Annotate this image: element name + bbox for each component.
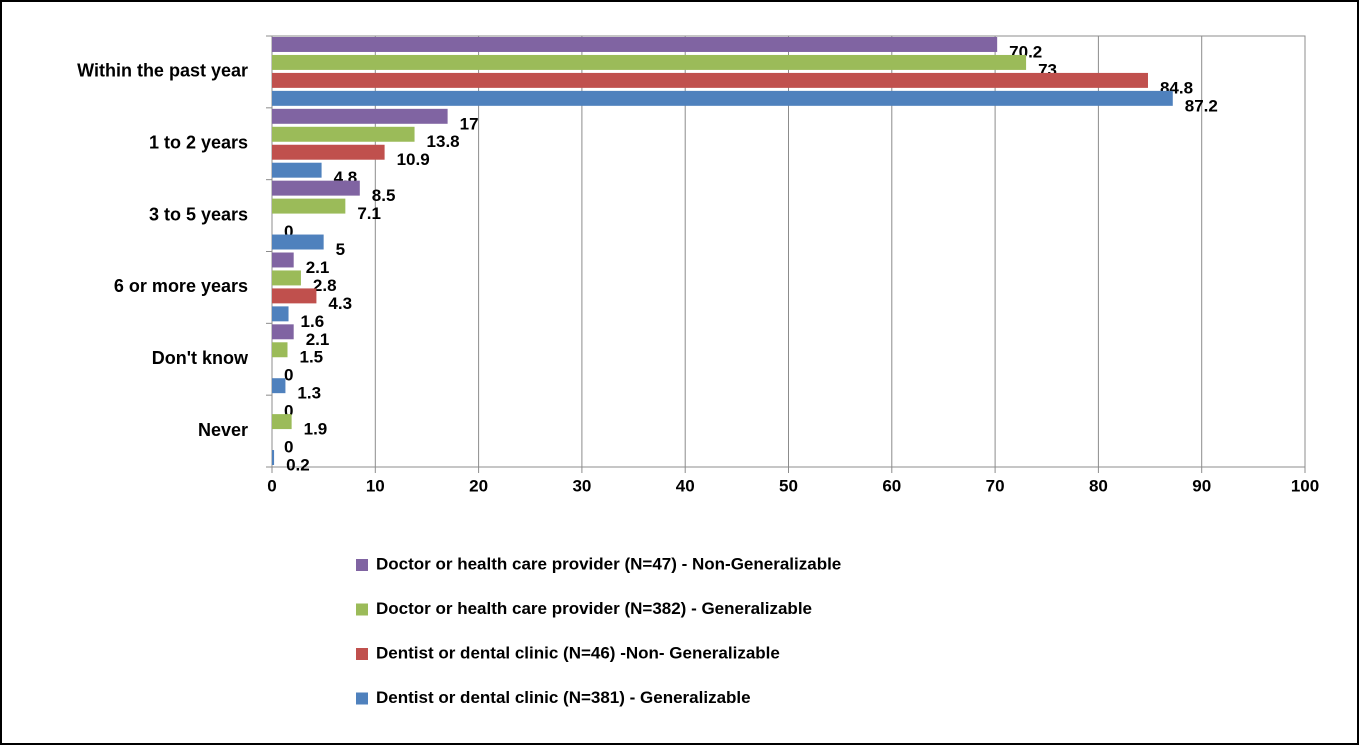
bar [272,126,415,142]
x-tick-label: 60 [882,476,901,495]
x-tick-label: 100 [1291,476,1319,495]
bar [272,108,448,124]
bar [272,306,289,322]
value-label: 5 [336,240,345,259]
category-label: Don't know [152,348,249,368]
value-label: 1.3 [297,384,321,403]
x-tick-label: 40 [676,476,695,495]
legend-swatch [356,559,368,571]
legend-swatch [356,648,368,660]
x-tick-label: 70 [986,476,1005,495]
bar [272,72,1148,88]
category-label: 6 or more years [114,276,248,296]
legend-swatch [356,603,368,616]
value-label: 1.9 [304,420,328,439]
bar [272,180,360,196]
bar [272,270,301,286]
bar [272,342,288,358]
legend-label: Doctor or health care provider (N=382) -… [376,599,812,618]
bar [272,90,1173,106]
bar [272,198,346,214]
x-tick-label: 10 [366,476,385,495]
legend-swatch [356,692,368,705]
bar [272,144,385,160]
bar [272,450,275,465]
bar [272,54,1027,70]
value-label: 87.2 [1185,96,1218,115]
value-label: 0 [284,222,293,241]
x-tick-label: 0 [267,476,276,495]
x-tick-label: 30 [572,476,591,495]
value-label: 0 [284,366,293,385]
value-label: 0 [284,438,293,457]
category-label: 3 to 5 years [149,204,248,224]
legend-label: Dentist or dental clinic (N=46) -Non- Ge… [376,643,780,662]
value-label: 2.8 [313,276,337,295]
value-label: 4.3 [328,294,352,313]
bar [272,288,317,304]
bar [272,378,286,394]
x-tick-label: 90 [1192,476,1211,495]
bar [272,37,998,52]
x-tick-label: 80 [1089,476,1108,495]
value-label: 0.2 [286,455,310,474]
bar [272,324,294,340]
legend-label: Dentist or dental clinic (N=381) - Gener… [376,688,751,707]
value-label: 0 [284,402,293,421]
x-tick-label: 20 [469,476,488,495]
category-label: 1 to 2 years [149,133,248,153]
value-label: 10.9 [397,150,430,169]
bar [272,414,292,430]
bar [272,234,324,250]
value-label: 2.1 [306,258,330,277]
bar [272,162,322,178]
value-label: 13.8 [427,132,460,151]
value-label: 7.1 [357,204,381,223]
value-label: 1.6 [301,312,325,331]
category-label: Never [198,420,248,440]
bar [272,252,294,268]
x-tick-label: 50 [779,476,798,495]
category-label: Within the past year [77,61,248,81]
value-label: 17 [460,114,479,133]
value-label: 8.5 [372,186,396,205]
legend-label: Doctor or health care provider (N=47) - … [376,554,841,573]
value-label: 1.5 [299,348,323,367]
value-label: 2.1 [306,330,330,349]
